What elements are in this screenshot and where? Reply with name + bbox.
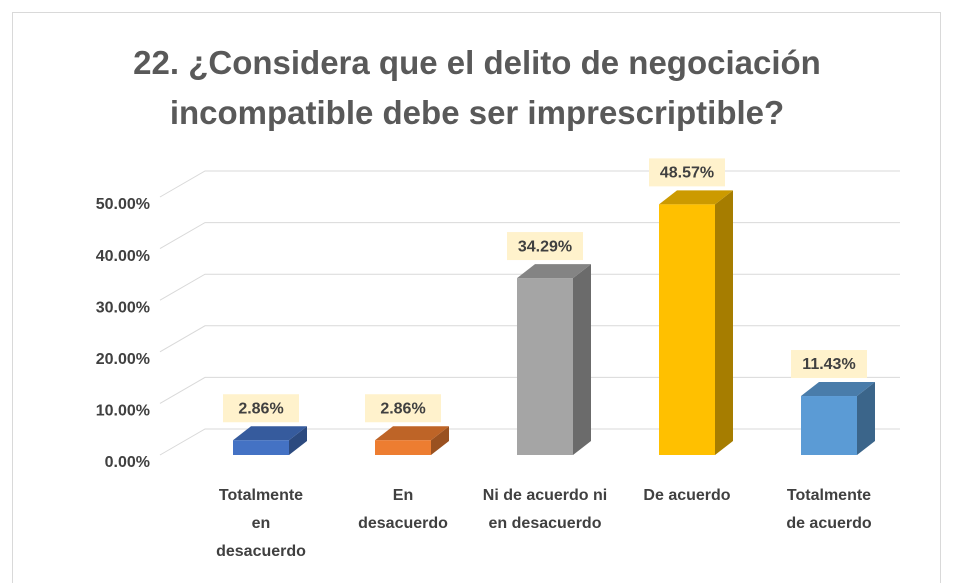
data-label: 2.86%	[238, 400, 283, 417]
x-tick-label: Totalmente de acuerdo	[786, 487, 872, 532]
x-tick-label: Ni de acuerdo ni en desacuerdo	[482, 487, 608, 532]
bar-side	[715, 190, 733, 456]
y-tick-label: 30.00%	[96, 299, 150, 316]
bar-side	[857, 382, 875, 455]
data-label-bg	[791, 350, 867, 379]
grid-line	[159, 170, 900, 198]
bar	[233, 440, 289, 455]
x-tick-label: De acuerdo	[643, 487, 731, 504]
chart-title: 22. ¿Considera que el delito de negociac…	[133, 44, 821, 131]
chart-border	[12, 12, 941, 583]
data-label: 2.86%	[380, 400, 425, 417]
bar-top	[659, 190, 733, 205]
bar	[801, 396, 857, 455]
data-label: 48.57%	[660, 165, 714, 182]
y-tick-label: 10.00%	[96, 403, 150, 420]
y-tick-label: 50.00%	[96, 196, 150, 213]
x-tick-label: En desacuerdo	[358, 487, 448, 532]
bar-top	[233, 426, 307, 441]
x-tick-label: Totalmente en desacuerdo	[216, 487, 306, 560]
data-label: 34.29%	[518, 238, 572, 255]
data-label-bg	[507, 232, 583, 261]
data-label-bg	[649, 158, 725, 187]
bar-side	[431, 426, 449, 455]
bar	[659, 204, 715, 455]
y-tick-label: 40.00%	[96, 248, 150, 265]
data-label-bg	[365, 394, 441, 423]
y-tick-label: 20.00%	[96, 351, 150, 368]
bar	[375, 440, 431, 455]
data-label: 11.43%	[802, 356, 855, 373]
bar-top	[801, 382, 875, 397]
bar-side	[289, 426, 307, 455]
y-tick-label: 0.00%	[105, 454, 150, 471]
bar	[517, 278, 573, 455]
bar-top	[517, 264, 591, 279]
data-label-bg	[223, 394, 299, 423]
bar-side	[573, 264, 591, 455]
bar-top	[375, 426, 449, 441]
